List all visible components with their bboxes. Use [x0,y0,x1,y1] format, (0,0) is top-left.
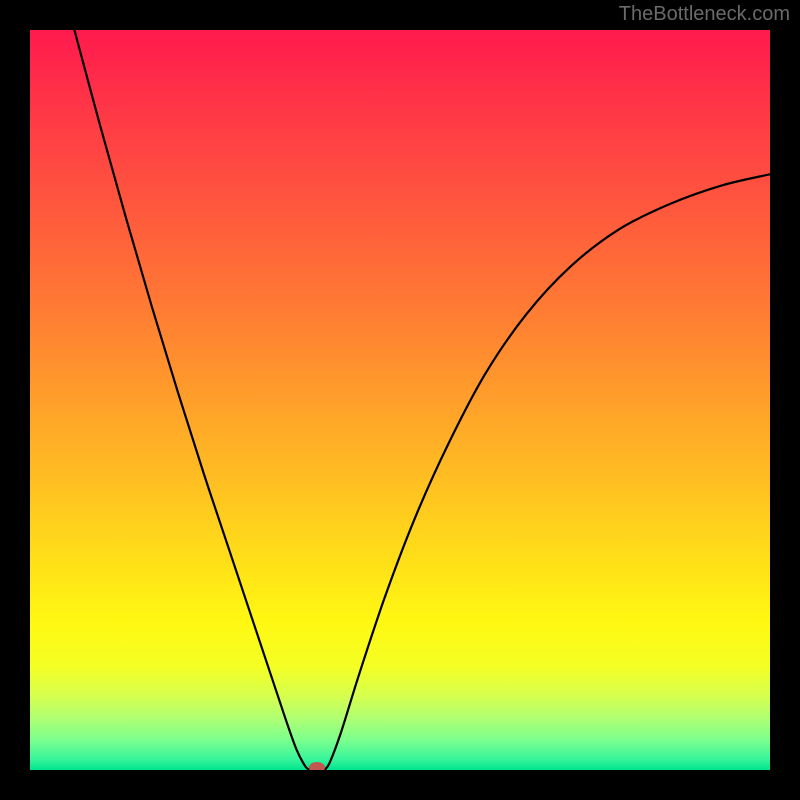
minimum-marker [309,762,325,770]
gradient-background [30,30,770,770]
watermark-text: TheBottleneck.com [619,3,790,26]
plot-area [30,30,770,770]
plot-svg [30,30,770,770]
